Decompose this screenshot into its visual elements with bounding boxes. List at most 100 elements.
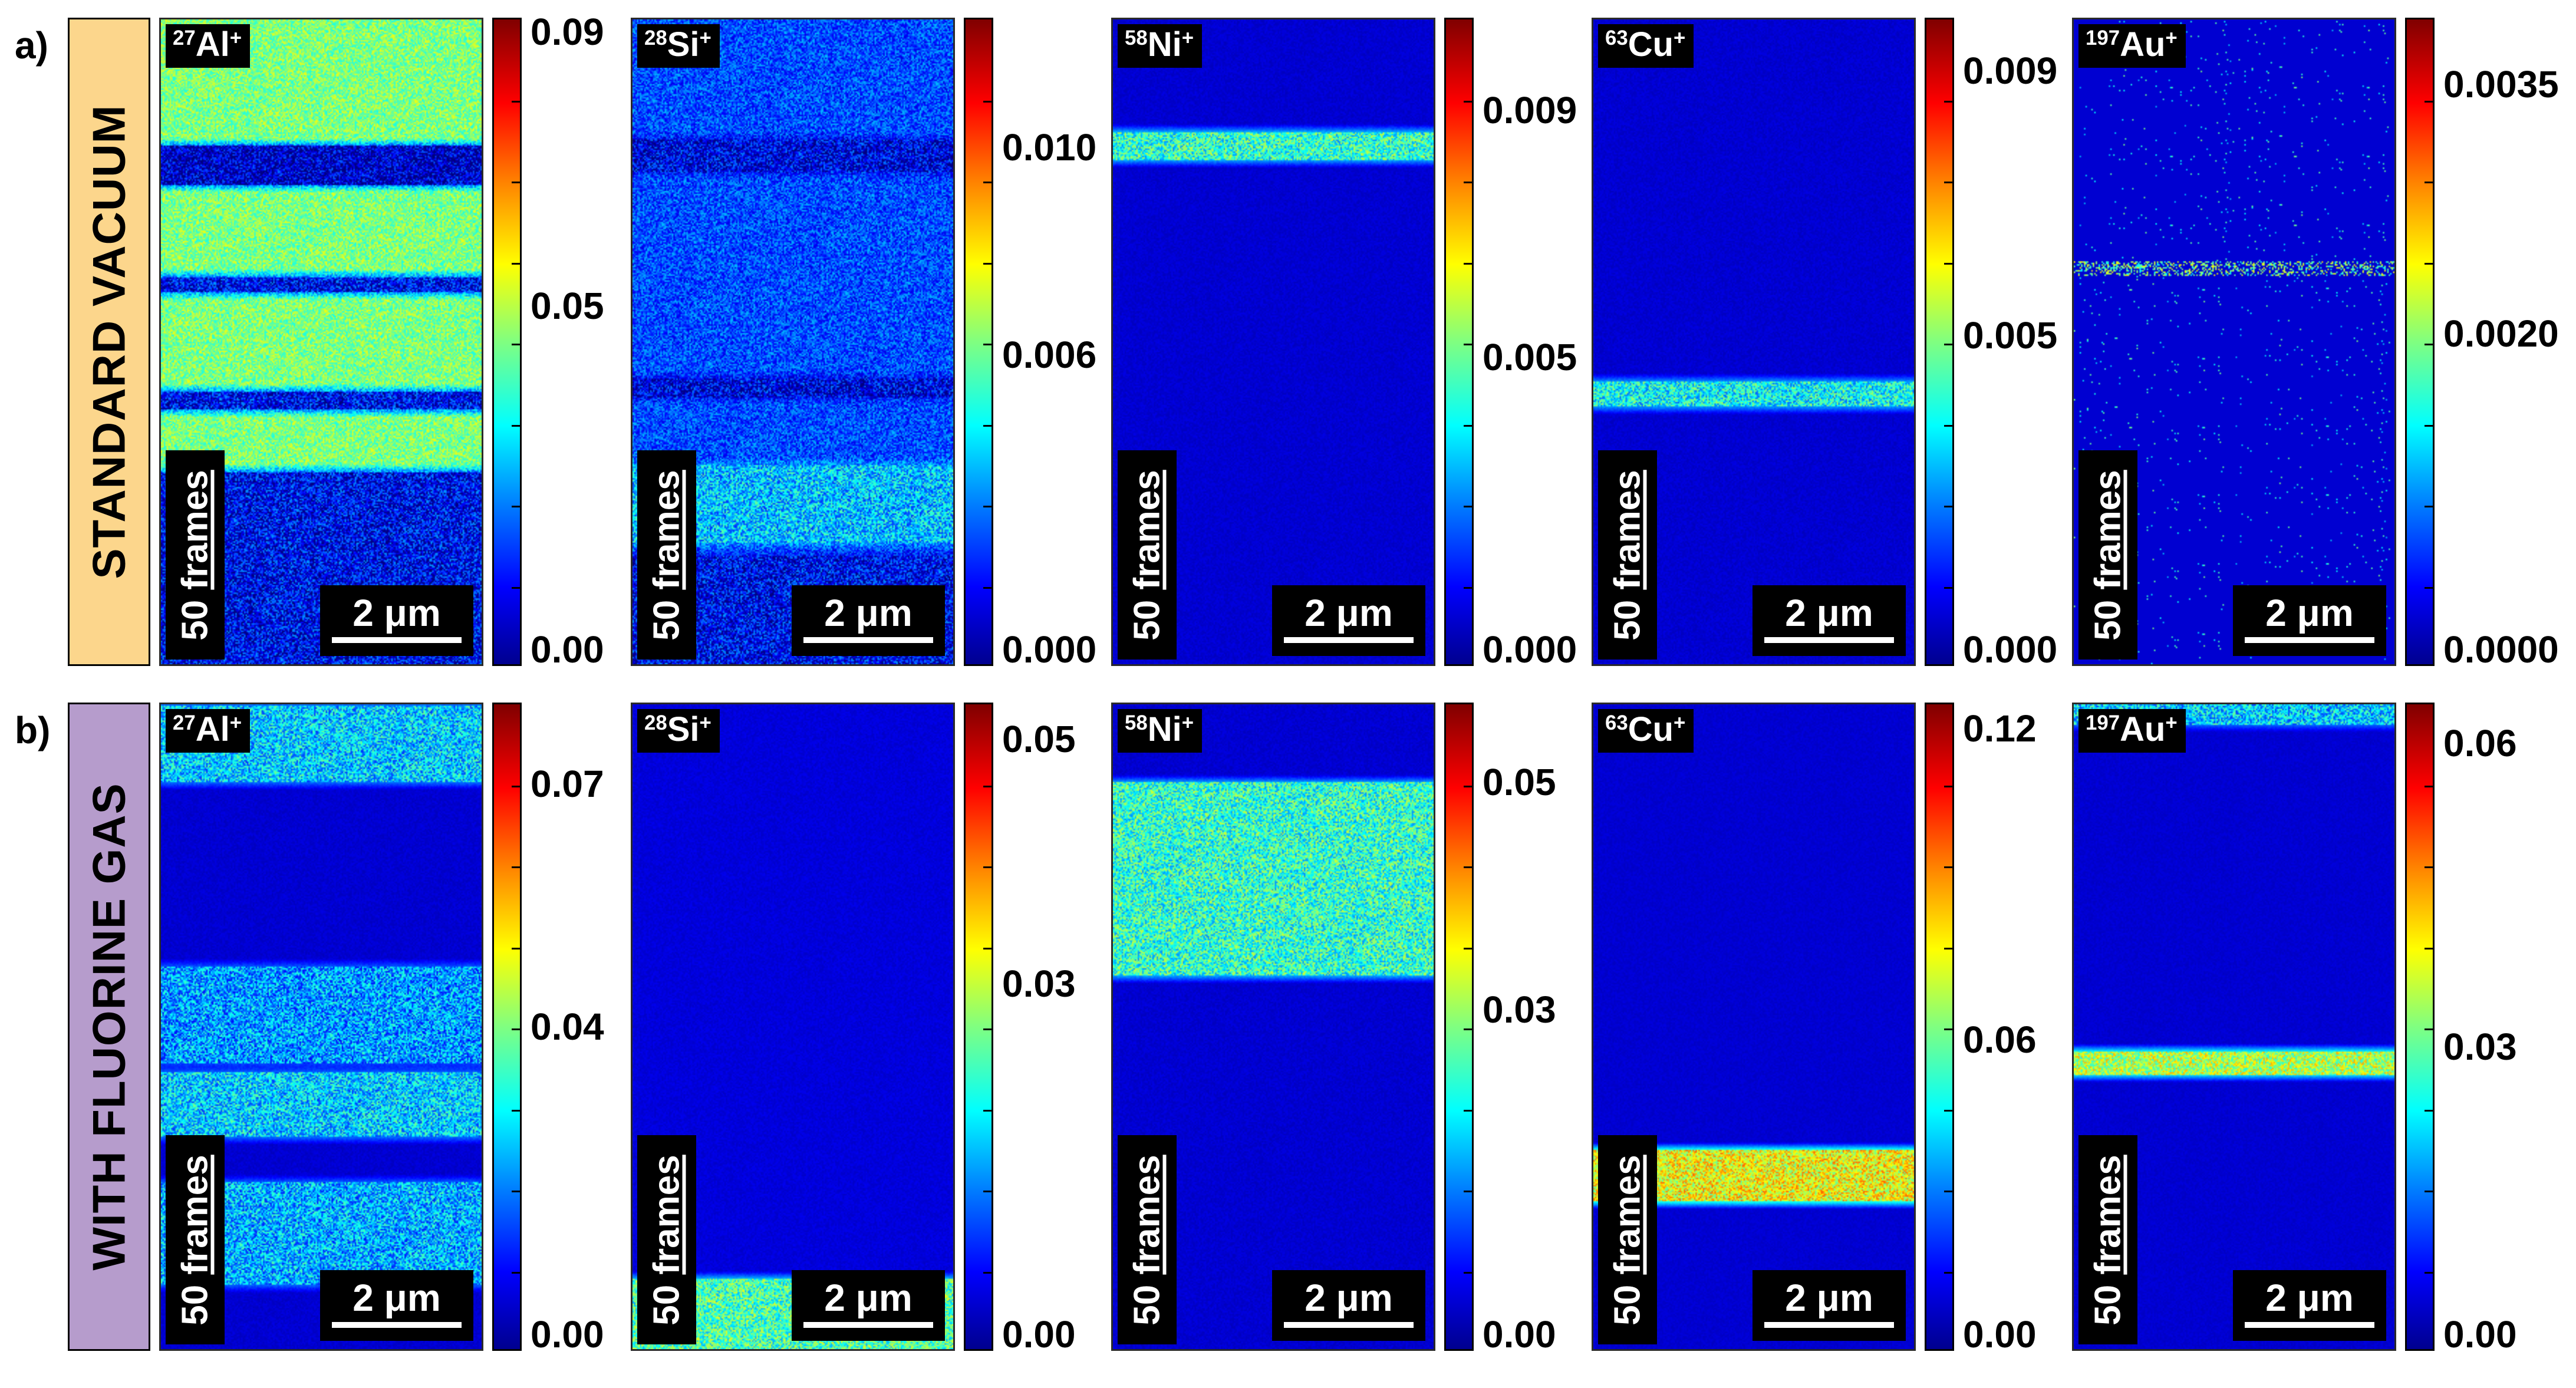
- colorbar-minor-tick: [512, 424, 520, 427]
- frames-unit: frames: [1126, 469, 1168, 590]
- scale-bar-line: [1764, 637, 1894, 643]
- colorbar-tick-label: 0.005: [1963, 314, 2058, 357]
- frames-text: 50 frames: [1126, 470, 1168, 641]
- frames-unit: frames: [646, 469, 687, 590]
- colorbar-tick-label: 0.0020: [2443, 312, 2559, 355]
- ion-charge: +: [229, 711, 242, 734]
- colorbar: [1444, 703, 1474, 1351]
- colorbar-tick-label: 0.07: [531, 762, 604, 805]
- scale-bar: 2 μm: [2233, 585, 2386, 656]
- frames-text: 50 frames: [174, 1155, 216, 1326]
- mass-number: 58: [1125, 711, 1148, 734]
- colorbar-minor-tick: [983, 1028, 991, 1030]
- ion-charge: +: [229, 26, 242, 50]
- colorbar-minor-tick: [983, 586, 991, 589]
- ion-charge: +: [2165, 26, 2178, 50]
- mass-number: 28: [644, 711, 667, 734]
- colorbar-minor-tick: [2425, 506, 2433, 507]
- colorbar-tick-label: 0.005: [1483, 336, 1577, 379]
- colorbar-minor-tick: [983, 1271, 991, 1274]
- isotope-label: 28Si+: [637, 709, 720, 753]
- colorbar-tick-label: 0.00: [1483, 1313, 1556, 1356]
- colorbar-tick-label: 0.05: [531, 284, 604, 327]
- colorbar-minor-tick: [1464, 1191, 1472, 1192]
- scale-bar-line: [1764, 1322, 1894, 1328]
- colorbar-minor-tick: [2425, 1028, 2433, 1030]
- ion-charge: +: [2165, 711, 2178, 734]
- colorbar-minor-tick: [512, 100, 520, 103]
- element-symbol: Cu: [1628, 710, 1674, 749]
- ion-map-panel: 197Au+ 50 frames 2 μm: [2072, 703, 2396, 1351]
- colorbar-minor-tick: [1944, 262, 1952, 265]
- colorbar-minor-tick: [1944, 100, 1952, 103]
- colorbar-minor-tick: [512, 344, 520, 345]
- ion-map-panel: 27Al+ 50 frames 2 μm: [159, 703, 483, 1351]
- ion-map-panel: 58Ni+ 50 frames 2 μm: [1111, 703, 1435, 1351]
- scale-bar: 2 μm: [1272, 585, 1425, 656]
- scale-bar-line: [803, 1322, 933, 1328]
- frames-text: 50 frames: [2087, 470, 2129, 641]
- colorbar: [492, 703, 522, 1351]
- ion-map-panel: 63Cu+ 50 frames 2 μm: [1592, 703, 1916, 1351]
- colorbar-tick-label: 0.0035: [2443, 62, 2559, 105]
- colorbar-minor-tick: [2425, 785, 2433, 787]
- ion-map-panel: 27Al+ 50 frames 2 μm: [159, 18, 483, 666]
- element-symbol: Ni: [1147, 25, 1182, 64]
- colorbar-minor-tick: [983, 506, 991, 507]
- colorbar-minor-tick: [1944, 182, 1952, 183]
- colorbar-minor-tick: [2425, 424, 2433, 427]
- colorbar-tick-label: 0.000: [1963, 628, 2058, 671]
- ion-map-panel: 197Au+ 50 frames 2 μm: [2072, 18, 2396, 666]
- colorbar-tick-label: 0.000: [1483, 628, 1577, 671]
- scale-bar-label: 2 μm: [824, 1277, 913, 1319]
- element-symbol: Al: [195, 710, 230, 749]
- isotope-label: 58Ni+: [1118, 709, 1203, 753]
- frames-label: 50 frames: [1118, 1135, 1177, 1344]
- colorbar-minor-tick: [1464, 947, 1472, 949]
- colorbar-tick-label: 0.03: [1483, 988, 1556, 1031]
- colorbar-minor-tick: [1944, 506, 1952, 507]
- element-symbol: Cu: [1628, 25, 1674, 64]
- colorbar-minor-tick: [983, 182, 991, 183]
- frames-count: 50: [1607, 1284, 1648, 1326]
- colorbar-minor-tick: [983, 100, 991, 103]
- ion-map-panel: 28Si+ 50 frames 2 μm: [631, 703, 955, 1351]
- scale-bar: 2 μm: [1753, 585, 1906, 656]
- isotope-label: 58Ni+: [1118, 24, 1203, 68]
- frames-text: 50 frames: [646, 470, 688, 641]
- row-condition-text: STANDARD VACUUM: [83, 104, 135, 579]
- colorbar-minor-tick: [2425, 586, 2433, 589]
- colorbar-tick-label: 0.0000: [2443, 628, 2559, 671]
- frames-label: 50 frames: [166, 1135, 225, 1344]
- element-symbol: Si: [667, 25, 700, 64]
- colorbar-tick-label: 0.09: [531, 11, 604, 53]
- row-condition-text: WITH FLUORINE GAS: [83, 783, 135, 1271]
- colorbar-tick-label: 0.04: [531, 1005, 604, 1048]
- frames-label: 50 frames: [166, 450, 225, 660]
- colorbar-minor-tick: [983, 344, 991, 345]
- colorbar-minor-tick: [983, 785, 991, 787]
- colorbar-minor-tick: [1464, 262, 1472, 265]
- frames-label: 50 frames: [2078, 1135, 2137, 1344]
- colorbar: [1444, 18, 1474, 666]
- isotope-label: 197Au+: [2078, 24, 2186, 68]
- mass-number: 63: [1605, 711, 1628, 734]
- scale-bar: 2 μm: [1753, 1270, 1906, 1341]
- scale-bar: 2 μm: [320, 585, 473, 656]
- scale-bar-label: 2 μm: [353, 592, 441, 634]
- row-condition-label: WITH FLUORINE GAS: [68, 703, 150, 1351]
- scale-bar-label: 2 μm: [1305, 592, 1393, 634]
- mass-number: 197: [2086, 26, 2120, 50]
- colorbar-minor-tick: [1464, 866, 1472, 868]
- frames-unit: frames: [1126, 1154, 1168, 1275]
- isotope-label: 63Cu+: [1598, 709, 1694, 753]
- colorbar-minor-tick: [1944, 947, 1952, 949]
- frames-label: 50 frames: [1598, 450, 1657, 660]
- ion-charge: +: [1181, 26, 1194, 50]
- isotope-label: 197Au+: [2078, 709, 2186, 753]
- colorbar: [492, 18, 522, 666]
- isotope-label: 28Si+: [637, 24, 720, 68]
- frames-label: 50 frames: [637, 450, 696, 660]
- scale-bar: 2 μm: [320, 1270, 473, 1341]
- colorbar-minor-tick: [512, 1191, 520, 1192]
